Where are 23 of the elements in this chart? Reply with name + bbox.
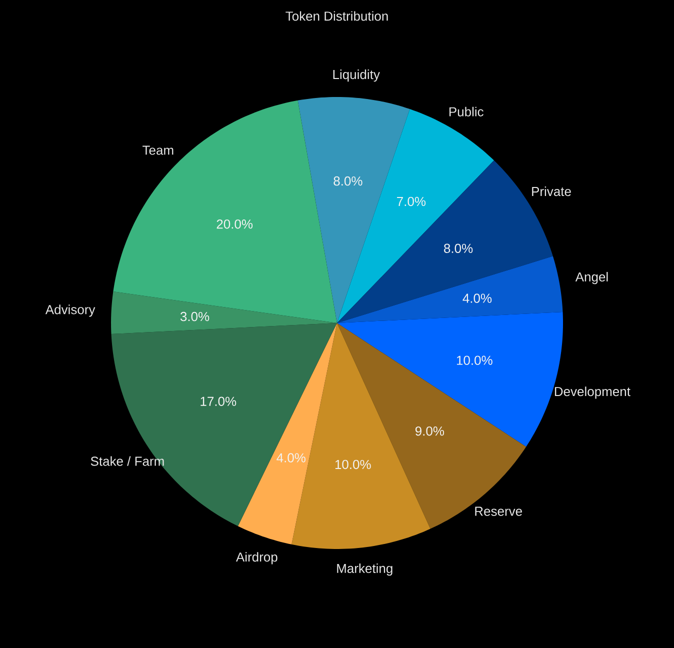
slice-label: Team [142, 146, 174, 155]
slice-label: Private [532, 186, 571, 196]
data-label: 10.0% [335, 460, 371, 470]
slice-label: Development [554, 386, 630, 399]
data-label: 20.0% [216, 219, 253, 229]
data-label: 4.0% [276, 453, 306, 462]
slice-label: Liquidity [333, 70, 380, 82]
data-label: 8.0% [334, 176, 362, 186]
data-label: 10.0% [456, 356, 492, 365]
data-label: 4.0% [462, 294, 492, 303]
slice-label: Angel [575, 272, 608, 284]
data-label: 8.0% [444, 244, 473, 253]
slice-label: Marketing [337, 564, 392, 576]
data-label: 3.0% [180, 312, 210, 322]
data-label: 9.0% [415, 426, 444, 436]
data-label: 7.0% [397, 196, 426, 206]
slice-label: Reserve [475, 506, 522, 516]
chart-title: Token Distribution [286, 11, 388, 21]
data-label: 17.0% [200, 396, 236, 406]
slice-label: Stake / Farm [90, 456, 164, 466]
slice-label: Airdrop [236, 552, 278, 564]
slice-label: Public [449, 106, 484, 116]
slice-label: Advisory [45, 304, 96, 317]
